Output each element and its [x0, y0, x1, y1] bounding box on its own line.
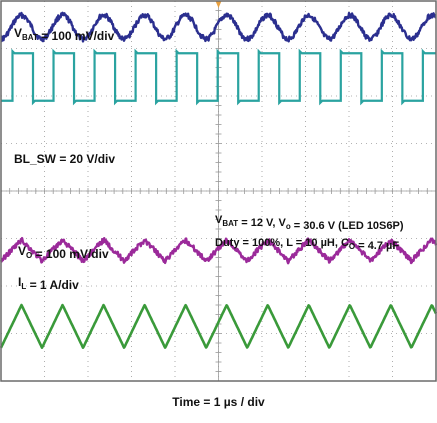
series-label-blsw: BL_SW = 20 V/div — [14, 152, 115, 166]
annotation-conditions-line2: Duty = 100%, L = 10 µH, CO = 4.7 µF — [215, 237, 399, 252]
series-label-vo: VO = 100 mV/div — [18, 244, 109, 261]
series-line-blsw — [1, 51, 436, 103]
series-label-il: IL = 1 A/div — [18, 275, 79, 292]
annotation-conditions-line1: VBAT = 12 V, Vo = 30.6 V (LED 10S6P) — [215, 214, 404, 232]
channel-labels: VBAT = 100 mV/div BL_SW = 20 V/div VO = … — [14, 26, 404, 292]
series-label-vbat: VBAT = 100 mV/div — [14, 26, 115, 43]
trigger-marker — [216, 1, 222, 8]
x-axis-label: Time = 1 µs / div — [0, 395, 437, 409]
